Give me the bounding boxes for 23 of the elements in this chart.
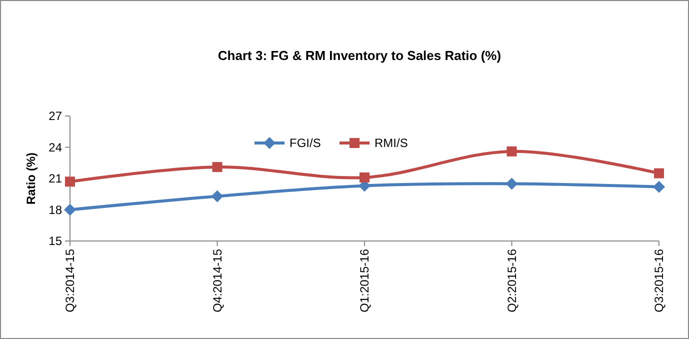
point — [654, 168, 664, 178]
legend-label: RMI/S — [374, 136, 408, 150]
y-tick-label: 15 — [48, 234, 62, 248]
point — [653, 180, 665, 193]
x-tick-label: Q4:2014-15 — [210, 248, 224, 312]
point — [211, 190, 224, 202]
point — [212, 162, 222, 172]
point — [506, 146, 517, 156]
point — [506, 178, 518, 190]
x-tick-label: Q1:2015-16 — [358, 248, 372, 312]
chart-title: Chart 3: FG & RM Inventory to Sales Ratio (%) — [218, 48, 502, 63]
legend-label: FGI/S — [290, 136, 321, 150]
x-tick-label: Q2:2015-16 — [504, 248, 519, 312]
point — [64, 204, 76, 216]
point — [360, 172, 370, 182]
y-tick-label: 21 — [48, 172, 62, 186]
y-tick-label: 27 — [48, 109, 62, 124]
point — [65, 176, 75, 187]
x-tick-label: Q3:2014-15 — [63, 248, 77, 312]
x-tick-label: Q3:2015-16 — [652, 248, 666, 312]
y-tick-label: 18 — [48, 202, 62, 217]
y-tick-label: 24 — [48, 140, 62, 154]
y-axis-title: Ratio (%) — [24, 152, 38, 204]
